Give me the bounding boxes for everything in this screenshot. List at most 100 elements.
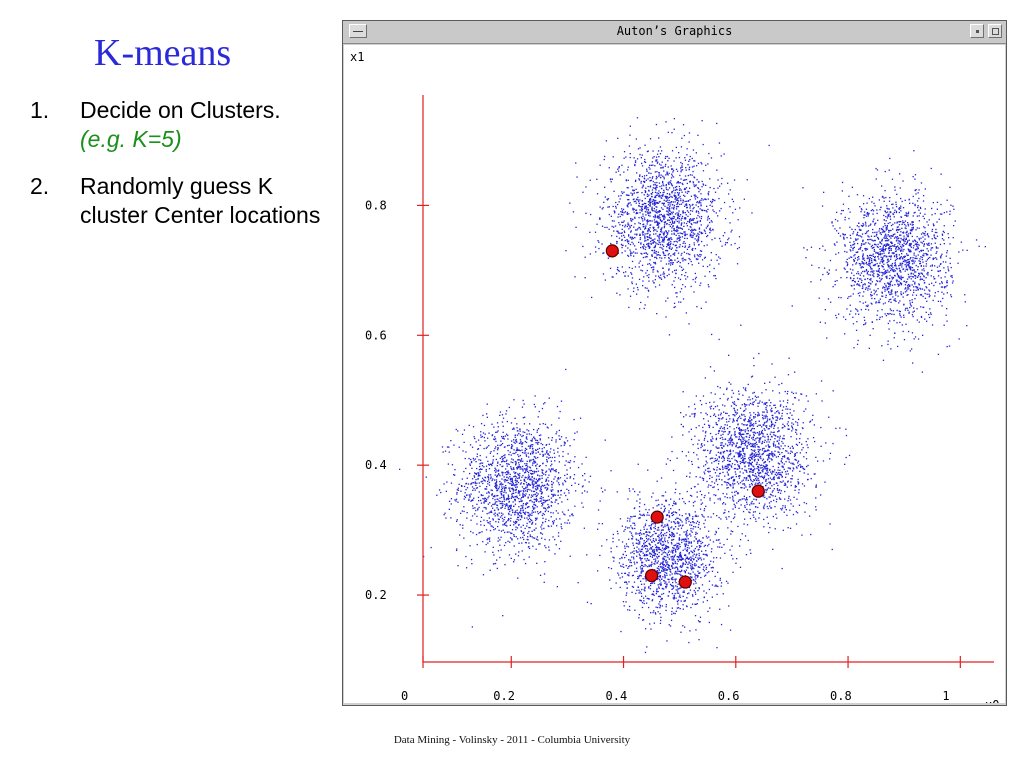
data-point (919, 258, 921, 260)
window-titlebar[interactable]: Auton’s Graphics (343, 21, 1006, 44)
data-point (920, 316, 923, 318)
data-point (470, 461, 473, 463)
data-point (940, 203, 942, 206)
data-point (909, 350, 911, 352)
data-point (706, 244, 708, 246)
data-point (928, 289, 930, 291)
data-point (480, 436, 482, 438)
data-point (914, 243, 916, 245)
data-point (826, 271, 828, 273)
data-point (550, 465, 552, 467)
data-point (943, 225, 945, 227)
data-point (494, 479, 496, 481)
data-point (514, 452, 516, 455)
data-point (693, 218, 695, 220)
data-point (647, 178, 649, 180)
data-point (907, 240, 909, 242)
data-point (518, 492, 521, 494)
data-point (709, 264, 711, 266)
data-point (626, 213, 628, 215)
data-point (727, 182, 729, 184)
data-point (534, 488, 537, 490)
data-point (901, 200, 903, 203)
window-menu-button[interactable] (349, 24, 367, 38)
data-point (629, 295, 632, 297)
data-point (524, 527, 526, 530)
data-point (683, 231, 685, 233)
data-point (906, 281, 908, 283)
data-point (656, 206, 658, 208)
data-point (882, 303, 885, 305)
data-point (463, 441, 465, 443)
data-point (915, 271, 917, 273)
data-point (569, 555, 571, 557)
data-point (693, 291, 695, 293)
data-point (670, 242, 672, 245)
data-point (707, 208, 709, 211)
data-point (560, 494, 562, 496)
data-point (644, 206, 646, 209)
data-point (601, 225, 604, 227)
data-point (677, 194, 680, 196)
data-point (738, 246, 740, 249)
data-point (918, 220, 920, 222)
data-point (545, 474, 547, 476)
data-point (706, 225, 709, 228)
data-point (655, 123, 658, 126)
data-point (896, 272, 898, 275)
data-point (520, 509, 522, 512)
data-point (644, 205, 646, 207)
data-point (505, 492, 507, 494)
data-point (858, 222, 860, 224)
data-point (485, 488, 488, 490)
data-point (550, 460, 552, 462)
data-point (908, 198, 910, 200)
data-point (689, 258, 691, 261)
data-point (896, 239, 898, 241)
data-point (883, 268, 885, 270)
data-point (536, 481, 538, 483)
data-point (712, 209, 714, 211)
data-point (872, 328, 874, 330)
minimize-button[interactable] (970, 24, 984, 38)
data-point (871, 201, 873, 203)
data-point (669, 246, 671, 248)
data-point (671, 247, 673, 249)
data-point (670, 240, 672, 243)
data-point (896, 231, 899, 233)
data-point (557, 532, 560, 534)
data-point (527, 497, 529, 499)
data-point (886, 276, 888, 278)
data-point (450, 498, 453, 500)
data-point (838, 296, 840, 299)
data-point (886, 244, 888, 246)
data-point (663, 239, 665, 241)
data-point (637, 148, 640, 150)
data-point (635, 248, 637, 250)
data-point (937, 290, 939, 293)
data-point (474, 472, 477, 475)
data-point (691, 228, 693, 230)
data-point (663, 236, 666, 239)
maximize-button[interactable] (988, 24, 1002, 38)
data-point (873, 248, 875, 251)
data-point (835, 314, 837, 317)
data-point (862, 255, 864, 258)
data-point (881, 258, 884, 260)
data-point (515, 451, 517, 453)
data-point (663, 221, 665, 223)
data-point (676, 205, 678, 208)
data-point (623, 151, 626, 153)
data-point (672, 201, 674, 203)
data-point (498, 486, 500, 488)
data-point (473, 436, 475, 438)
data-point (865, 225, 867, 227)
data-point (539, 423, 541, 425)
data-point (728, 193, 730, 195)
data-point (623, 220, 625, 222)
data-point (698, 262, 700, 264)
data-point (713, 267, 715, 270)
data-point (534, 406, 536, 408)
data-point (903, 242, 905, 244)
data-point (903, 339, 906, 341)
